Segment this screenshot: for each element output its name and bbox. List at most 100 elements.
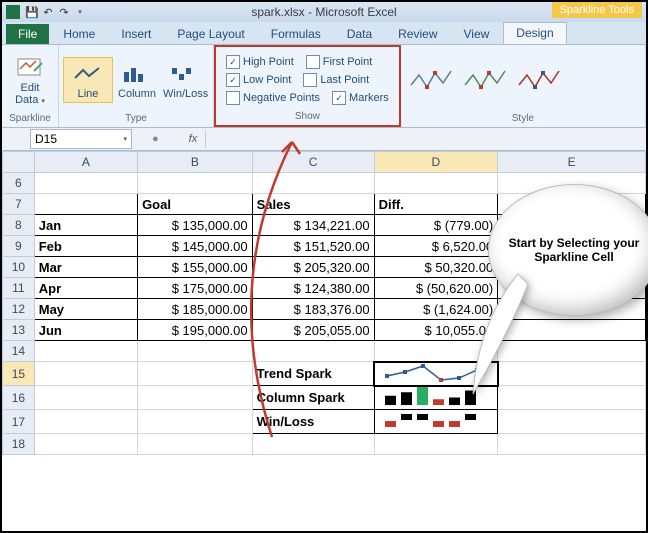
column-icon <box>115 60 159 88</box>
row-header-16[interactable]: 16 <box>3 386 35 410</box>
cell-A14[interactable] <box>34 341 137 362</box>
ribbon: Edit Data ▾ Sparkline Line Column Win/Lo… <box>2 45 646 128</box>
row-header-6[interactable]: 6 <box>3 173 35 194</box>
style-thumbnail[interactable] <box>461 65 511 95</box>
tab-formulas[interactable]: Formulas <box>259 24 333 44</box>
cell-C12[interactable]: $ 183,376.00 <box>252 299 374 320</box>
cell-A7[interactable] <box>34 194 137 215</box>
style-thumbnail[interactable] <box>407 65 457 95</box>
cell-A9[interactable]: Feb <box>34 236 137 257</box>
col-header-D[interactable]: D <box>374 152 498 173</box>
edit-data-button[interactable]: Edit Data ▾ <box>6 52 54 108</box>
cell-D6[interactable] <box>374 173 498 194</box>
check-high-point[interactable]: ✓High Point <box>226 55 294 69</box>
formula-input[interactable] <box>205 130 646 148</box>
cell-C6[interactable] <box>252 173 374 194</box>
tab-home[interactable]: Home <box>51 24 107 44</box>
window-title: spark.xlsx - Microsoft Excel <box>2 5 646 19</box>
row-header-10[interactable]: 10 <box>3 257 35 278</box>
group-sparkline: Edit Data ▾ Sparkline <box>2 45 59 127</box>
cell-B7[interactable]: Goal <box>138 194 253 215</box>
cell-C13[interactable]: $ 205,055.00 <box>252 320 374 341</box>
cell-C16[interactable]: Column Spark <box>252 386 374 410</box>
cell-B16[interactable] <box>138 386 253 410</box>
tab-data[interactable]: Data <box>335 24 384 44</box>
cell-B9[interactable]: $ 145,000.00 <box>138 236 253 257</box>
cell-A13[interactable]: Jun <box>34 320 137 341</box>
row-header-15[interactable]: 15 <box>3 362 35 386</box>
cell-C7[interactable]: Sales <box>252 194 374 215</box>
cell-B8[interactable]: $ 135,000.00 <box>138 215 253 236</box>
row-header-13[interactable]: 13 <box>3 320 35 341</box>
cell-B18[interactable] <box>138 434 253 455</box>
check-low-point[interactable]: ✓Low Point <box>226 73 291 87</box>
row-header-11[interactable]: 11 <box>3 278 35 299</box>
cell-B15[interactable] <box>138 362 253 386</box>
undo-icon[interactable]: ↶ <box>40 4 56 20</box>
row-header-18[interactable]: 18 <box>3 434 35 455</box>
cell-B17[interactable] <box>138 410 253 434</box>
cell-B12[interactable]: $ 185,000.00 <box>138 299 253 320</box>
cell-D17[interactable] <box>374 410 498 434</box>
row-header-9[interactable]: 9 <box>3 236 35 257</box>
name-box[interactable]: D15 ▾ <box>30 129 132 149</box>
cell-A12[interactable]: May <box>34 299 137 320</box>
row-header-8[interactable]: 8 <box>3 215 35 236</box>
tab-page-layout[interactable]: Page Layout <box>165 24 256 44</box>
cell-D9[interactable]: $ 6,520.00 <box>374 236 498 257</box>
tab-file[interactable]: File <box>6 24 49 44</box>
cell-A17[interactable] <box>34 410 137 434</box>
cell-C14[interactable] <box>252 341 374 362</box>
cell-B13[interactable]: $ 195,000.00 <box>138 320 253 341</box>
cell-A10[interactable]: Mar <box>34 257 137 278</box>
row-header-14[interactable]: 14 <box>3 341 35 362</box>
cell-D18[interactable] <box>374 434 498 455</box>
col-header-C[interactable]: C <box>252 152 374 173</box>
cell-D7[interactable]: Diff. <box>374 194 498 215</box>
cell-A8[interactable]: Jan <box>34 215 137 236</box>
cell-E17[interactable] <box>498 410 646 434</box>
cell-E18[interactable] <box>498 434 646 455</box>
cell-B14[interactable] <box>138 341 253 362</box>
cell-B11[interactable]: $ 175,000.00 <box>138 278 253 299</box>
cell-B6[interactable] <box>138 173 253 194</box>
type-column-button[interactable]: Column <box>113 58 161 102</box>
cell-C10[interactable]: $ 205,320.00 <box>252 257 374 278</box>
cell-C8[interactable]: $ 134,221.00 <box>252 215 374 236</box>
cell-C11[interactable]: $ 124,380.00 <box>252 278 374 299</box>
type-winloss-button[interactable]: Win/Loss <box>161 58 209 102</box>
row-header-17[interactable]: 17 <box>3 410 35 434</box>
tab-view[interactable]: View <box>452 24 502 44</box>
redo-icon[interactable]: ↷ <box>56 4 72 20</box>
style-thumbnail[interactable] <box>515 65 565 95</box>
col-header-B[interactable]: B <box>138 152 253 173</box>
cell-B10[interactable]: $ 155,000.00 <box>138 257 253 278</box>
cell-A15[interactable] <box>34 362 137 386</box>
cell-A6[interactable] <box>34 173 137 194</box>
cell-C9[interactable]: $ 151,520.00 <box>252 236 374 257</box>
cell-C17[interactable]: Win/Loss <box>252 410 374 434</box>
cell-C18[interactable] <box>252 434 374 455</box>
col-header-E[interactable]: E <box>498 152 646 173</box>
cell-A16[interactable] <box>34 386 137 410</box>
group-style: Style <box>401 45 646 127</box>
tab-review[interactable]: Review <box>386 24 449 44</box>
check-last-point[interactable]: Last Point <box>303 73 369 87</box>
qat-more-icon[interactable]: ▾ <box>72 4 88 20</box>
check-first-point[interactable]: First Point <box>306 55 373 69</box>
cell-A11[interactable]: Apr <box>34 278 137 299</box>
row-header-12[interactable]: 12 <box>3 299 35 320</box>
cell-C15[interactable]: Trend Spark <box>252 362 374 386</box>
col-header-A[interactable]: A <box>34 152 137 173</box>
tab-design[interactable]: Design <box>503 22 566 44</box>
fx-label[interactable]: fx <box>189 133 198 145</box>
row-header-7[interactable]: 7 <box>3 194 35 215</box>
check-negative-points[interactable]: Negative Points <box>226 91 320 105</box>
callout-text: Start by Selecting your Sparkline Cell <box>499 236 648 264</box>
type-line-button[interactable]: Line <box>63 57 113 103</box>
cell-D8[interactable]: $ (779.00) <box>374 215 498 236</box>
cell-A18[interactable] <box>34 434 137 455</box>
save-icon[interactable]: 💾 <box>24 4 40 20</box>
check-markers[interactable]: ✓Markers <box>332 91 389 105</box>
tab-insert[interactable]: Insert <box>109 24 163 44</box>
